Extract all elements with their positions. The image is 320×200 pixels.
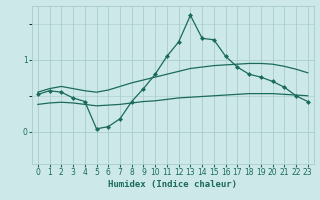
X-axis label: Humidex (Indice chaleur): Humidex (Indice chaleur) <box>108 180 237 189</box>
